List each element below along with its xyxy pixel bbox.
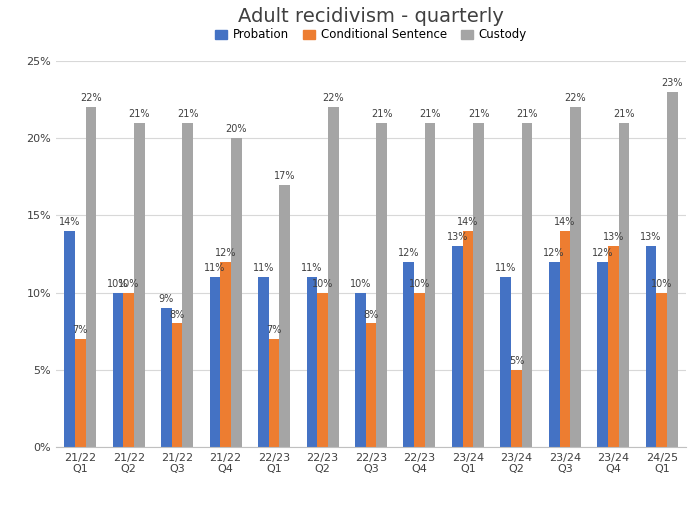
Bar: [279, 184, 290, 447]
Bar: [570, 107, 581, 447]
Text: 14%: 14%: [554, 217, 575, 227]
Bar: [317, 293, 328, 447]
Bar: [657, 293, 667, 447]
Bar: [365, 324, 377, 447]
Text: 12%: 12%: [215, 248, 237, 258]
Text: 7%: 7%: [73, 325, 88, 335]
Bar: [549, 262, 559, 447]
Bar: [619, 123, 629, 447]
Bar: [425, 123, 435, 447]
Text: 10%: 10%: [118, 279, 139, 289]
Text: 22%: 22%: [80, 93, 101, 104]
Bar: [328, 107, 339, 447]
Text: 21%: 21%: [177, 109, 199, 119]
Bar: [209, 277, 220, 447]
Text: 7%: 7%: [267, 325, 282, 335]
Bar: [269, 339, 279, 447]
Text: 14%: 14%: [457, 217, 479, 227]
Bar: [231, 138, 241, 447]
Text: 5%: 5%: [509, 356, 524, 366]
Text: 23%: 23%: [662, 78, 683, 88]
Title: Adult recidivism - quarterly: Adult recidivism - quarterly: [238, 7, 504, 26]
Bar: [85, 107, 96, 447]
Text: 11%: 11%: [495, 263, 517, 273]
Bar: [172, 324, 183, 447]
Bar: [307, 277, 317, 447]
Text: 8%: 8%: [363, 310, 379, 320]
Bar: [667, 92, 678, 447]
Text: 11%: 11%: [301, 263, 323, 273]
Bar: [522, 123, 533, 447]
Text: 10%: 10%: [409, 279, 430, 289]
Bar: [258, 277, 269, 447]
Text: 12%: 12%: [543, 248, 565, 258]
Text: 10%: 10%: [350, 279, 371, 289]
Bar: [511, 370, 522, 447]
Bar: [161, 308, 172, 447]
Text: 10%: 10%: [312, 279, 333, 289]
Text: 21%: 21%: [129, 109, 150, 119]
Text: 17%: 17%: [274, 171, 295, 181]
Text: 11%: 11%: [253, 263, 274, 273]
Bar: [134, 123, 145, 447]
Bar: [414, 293, 425, 447]
Text: 21%: 21%: [419, 109, 441, 119]
Bar: [113, 293, 123, 447]
Text: 20%: 20%: [225, 124, 247, 134]
Text: 13%: 13%: [603, 233, 624, 242]
Text: 10%: 10%: [651, 279, 673, 289]
Bar: [64, 231, 75, 447]
Text: 9%: 9%: [159, 294, 174, 304]
Text: 8%: 8%: [169, 310, 185, 320]
Bar: [377, 123, 387, 447]
Bar: [403, 262, 414, 447]
Bar: [646, 246, 657, 447]
Text: 12%: 12%: [592, 248, 613, 258]
Text: 22%: 22%: [323, 93, 344, 104]
Text: 22%: 22%: [565, 93, 587, 104]
Bar: [597, 262, 608, 447]
Text: 21%: 21%: [371, 109, 393, 119]
Legend: Probation, Conditional Sentence, Custody: Probation, Conditional Sentence, Custody: [215, 28, 527, 41]
Bar: [559, 231, 570, 447]
Bar: [463, 231, 473, 447]
Text: 21%: 21%: [468, 109, 489, 119]
Bar: [183, 123, 193, 447]
Text: 14%: 14%: [59, 217, 80, 227]
Bar: [452, 246, 463, 447]
Bar: [75, 339, 85, 447]
Bar: [500, 277, 511, 447]
Bar: [123, 293, 134, 447]
Bar: [473, 123, 484, 447]
Text: 21%: 21%: [517, 109, 538, 119]
Text: 11%: 11%: [204, 263, 225, 273]
Bar: [220, 262, 231, 447]
Text: 13%: 13%: [447, 233, 468, 242]
Text: 10%: 10%: [107, 279, 129, 289]
Text: 13%: 13%: [640, 233, 661, 242]
Text: 21%: 21%: [613, 109, 635, 119]
Text: 12%: 12%: [398, 248, 419, 258]
Bar: [608, 246, 619, 447]
Bar: [355, 293, 365, 447]
